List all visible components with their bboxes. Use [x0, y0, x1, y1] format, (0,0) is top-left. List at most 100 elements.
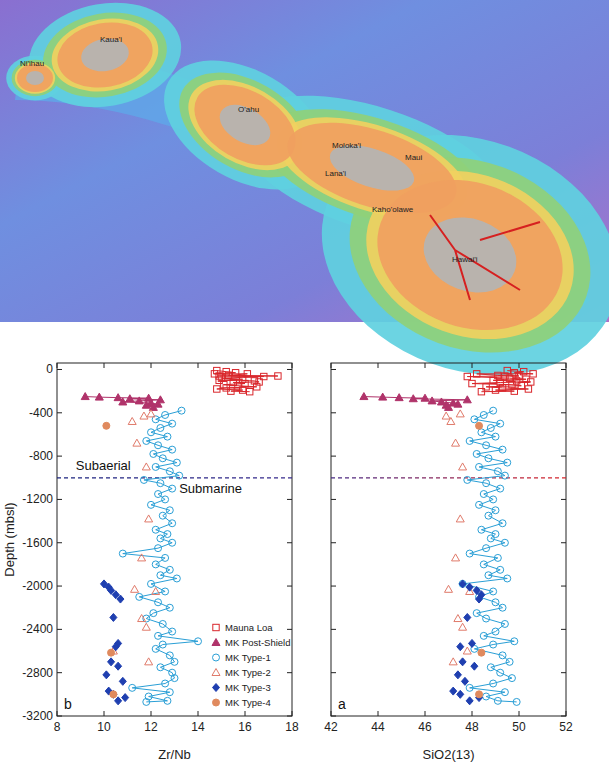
point [178, 407, 185, 414]
point [511, 638, 518, 645]
point [499, 446, 506, 453]
point [157, 424, 164, 431]
y-tick [331, 716, 336, 717]
series-line [463, 411, 517, 702]
point [110, 690, 117, 698]
point [133, 439, 141, 446]
point [162, 496, 169, 503]
x-tick [331, 363, 332, 368]
point [166, 604, 173, 611]
point [159, 512, 166, 519]
point [490, 407, 497, 414]
point [497, 485, 504, 492]
y-tick [561, 542, 566, 543]
y-tick [331, 369, 336, 370]
point [275, 373, 281, 379]
point [464, 373, 470, 379]
x-tick-label: 8 [54, 720, 61, 734]
point [497, 420, 504, 427]
x-tick [198, 363, 199, 368]
y-tick [57, 716, 62, 717]
point [409, 395, 417, 402]
point [155, 599, 162, 606]
y-tick [331, 672, 336, 673]
figure: Kaua'iNi'ihauO'ahuMoloka'iLana'iMauiKaho… [0, 0, 609, 776]
island-shelf [213, 97, 278, 154]
y-tick [331, 412, 336, 413]
x-tick-label: 50 [512, 720, 526, 734]
point [157, 664, 164, 671]
point [239, 387, 245, 393]
point [452, 554, 460, 561]
y-tick [287, 716, 292, 717]
point [456, 515, 464, 522]
point [530, 371, 536, 377]
point [159, 620, 166, 627]
point [110, 613, 117, 621]
point [166, 652, 173, 659]
x-tick [378, 363, 379, 368]
point [461, 677, 468, 685]
point [119, 550, 126, 557]
point [480, 411, 487, 418]
point [166, 507, 173, 514]
point [379, 393, 387, 400]
point [466, 437, 473, 444]
point [464, 613, 471, 621]
y-tick [57, 586, 62, 587]
point [469, 380, 475, 386]
point [119, 677, 126, 685]
point [459, 580, 466, 587]
legend-marker [213, 684, 220, 692]
point [447, 417, 455, 424]
point [166, 689, 173, 696]
point [450, 687, 457, 695]
map-label: O'ahu [238, 105, 259, 114]
panel-label: b [64, 696, 72, 712]
point [509, 381, 515, 387]
point [421, 394, 429, 401]
point [471, 416, 478, 423]
point [452, 439, 460, 446]
point [157, 480, 164, 487]
x-tick [425, 363, 426, 368]
x-tick-label: 44 [371, 720, 385, 734]
y-axis-label: Depth (mbsl) [2, 502, 17, 576]
island-shelf [12, 60, 59, 96]
x-tick [378, 711, 379, 716]
point [164, 433, 171, 440]
point [143, 698, 150, 705]
point [135, 397, 143, 404]
x-tick [292, 363, 293, 368]
reference-line [331, 477, 566, 478]
point [108, 658, 115, 666]
point [164, 531, 171, 538]
legend-label: MK Type-3 [225, 682, 271, 693]
y-tick [561, 369, 566, 370]
point [480, 632, 487, 639]
plot-frame [57, 363, 292, 716]
y-tick-label: -3200 [22, 709, 53, 723]
rift-zone [430, 215, 540, 300]
y-tick [561, 629, 566, 630]
x-tick [566, 711, 567, 716]
point [511, 388, 517, 394]
y-tick [331, 586, 336, 587]
point [501, 539, 508, 546]
point [159, 641, 166, 648]
point [525, 386, 531, 392]
point [140, 412, 148, 419]
point [497, 669, 504, 676]
point [126, 395, 134, 402]
point [173, 575, 180, 582]
y-tick [287, 456, 292, 457]
point [115, 662, 122, 670]
point [176, 472, 183, 479]
point [164, 697, 171, 704]
map-label: Hawai'i [452, 255, 478, 264]
point [108, 649, 115, 656]
series-line [467, 371, 533, 392]
point [454, 615, 462, 622]
point [114, 394, 122, 401]
island-shelf [324, 136, 419, 199]
